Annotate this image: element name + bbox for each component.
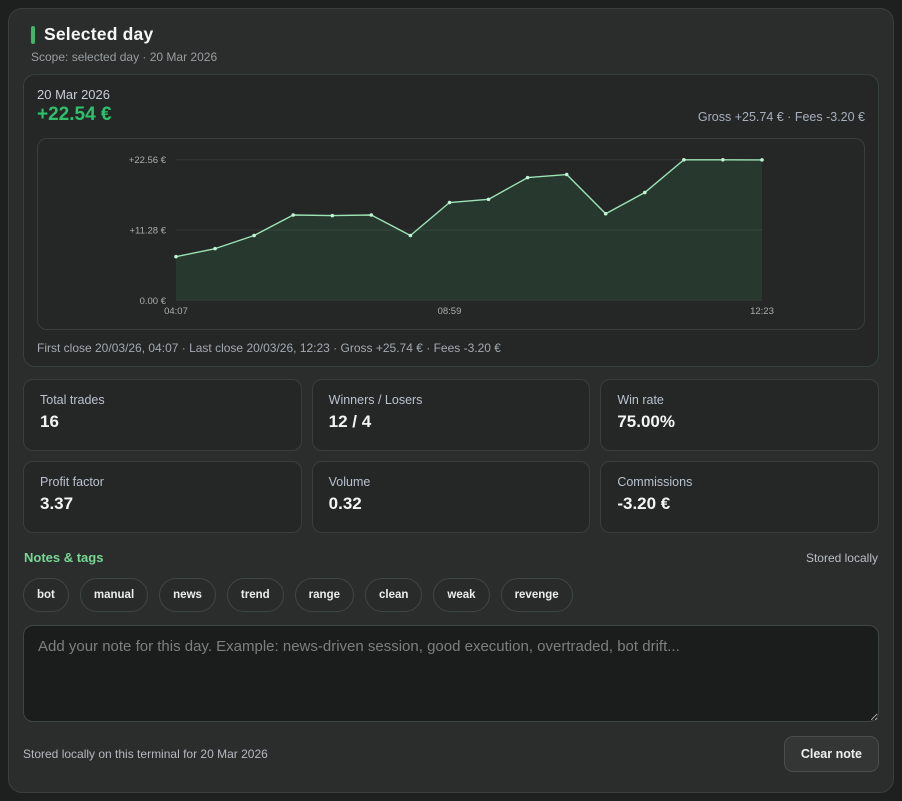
net-pnl-value: +22.54 € [37, 104, 112, 125]
x-axis-tick-label: 12:23 [750, 306, 774, 317]
y-axis-tick-label: +22.56 € [129, 155, 167, 166]
stat-card-win-rate: Win rate 75.00% [600, 379, 879, 451]
selected-day-panel: Selected day Scope: selected day · 20 Ma… [8, 8, 894, 793]
data-point [643, 190, 647, 195]
stat-card-winners-losers: Winners / Losers 12 / 4 [311, 379, 591, 451]
x-axis-tick-label: 08:59 [438, 306, 462, 317]
page-header: Selected day [23, 24, 879, 45]
stat-card-profit-factor: Profit factor 3.37 [23, 461, 302, 533]
stat-label: Win rate [617, 393, 664, 407]
tag-chip-revenge[interactable]: revenge [500, 578, 573, 612]
data-point [252, 233, 256, 238]
data-point [564, 172, 569, 177]
data-point [525, 175, 530, 180]
stat-value: 12 / 4 [328, 412, 372, 431]
stored-locally-footer: Stored locally on this terminal for 20 M… [23, 747, 268, 761]
data-point [682, 158, 686, 162]
tag-chip-news[interactable]: news [159, 578, 216, 612]
clear-note-button[interactable]: Clear note [783, 736, 879, 772]
header-accent-bar [31, 25, 35, 44]
notes-section-title: Notes & tags [24, 550, 104, 565]
stat-label: Commissions [617, 475, 693, 489]
stored-locally-badge: Stored locally [805, 551, 878, 565]
data-point [330, 213, 335, 218]
x-axis-tick-label: 04:07 [164, 306, 188, 317]
stat-value: 16 [40, 412, 59, 431]
pnl-card-footer: First close 20/03/26, 04:07 · Last close… [37, 341, 501, 355]
pnl-area-fill [176, 159, 762, 301]
gross-fees-summary: Gross +25.74 € · Fees -3.20 € [697, 110, 865, 124]
stat-label: Winners / Losers [328, 393, 423, 407]
equity-curve-svg: 0.00 € +11.28 € +22.56 € 04:07 08:59 12:23 [129, 155, 774, 317]
selected-date-label: 20 Mar 2026 [37, 87, 110, 102]
tag-chip-bot[interactable]: bot [23, 578, 69, 612]
data-point [447, 200, 452, 205]
pnl-card-header: 20 Mar 2026 +22.54 € Gross +25.74 € · Fe… [37, 87, 865, 126]
day-note-input[interactable] [23, 625, 879, 722]
stat-card-total-trades: Total trades 16 [23, 379, 302, 451]
data-point [760, 158, 764, 162]
tag-chip-clean[interactable]: clean [365, 578, 423, 612]
pnl-line [175, 159, 763, 258]
tag-chip-row: bot manual news trend range clean weak r… [23, 578, 879, 612]
y-axis-tick-label: 0.00 € [140, 296, 167, 307]
data-point [408, 233, 413, 238]
stat-value: 3.37 [40, 494, 74, 513]
stat-card-volume: Volume 0.32 [311, 461, 591, 533]
data-point [174, 254, 178, 259]
page-title: Selected day [44, 24, 154, 44]
stat-value: 75.00% [617, 412, 675, 431]
scope-subtitle: Scope: selected day · 20 Mar 2026 [31, 50, 218, 64]
notes-footer-row: Stored locally on this terminal for 20 M… [23, 736, 879, 772]
equity-curve-chart: 0.00 € +11.28 € +22.56 € 04:07 08:59 12:23 [37, 138, 865, 330]
stat-card-commissions: Commissions -3.20 € [600, 461, 879, 533]
tag-chip-weak[interactable]: weak [433, 578, 490, 612]
pnl-card-left: 20 Mar 2026 +22.54 € [37, 87, 112, 126]
tag-chip-range[interactable]: range [294, 578, 354, 612]
stat-label: Profit factor [40, 475, 104, 489]
stat-label: Total trades [40, 393, 105, 407]
tag-chip-trend[interactable]: trend [226, 578, 284, 612]
data-point [486, 197, 491, 202]
notes-header-row: Notes & tags Stored locally [23, 550, 879, 565]
stat-label: Volume [328, 475, 371, 489]
data-point [721, 158, 725, 162]
data-point [603, 211, 608, 216]
stats-grid: Total trades 16 Winners / Losers 12 / 4 … [23, 379, 879, 533]
data-point [213, 246, 217, 251]
data-point [369, 213, 374, 217]
y-axis-tick-label: +11.28 € [129, 226, 166, 237]
stat-value: 0.32 [328, 494, 362, 513]
data-point [291, 213, 295, 217]
tag-chip-manual[interactable]: manual [79, 578, 149, 612]
stat-value: -3.20 € [617, 494, 671, 513]
daily-pnl-card: 20 Mar 2026 +22.54 € Gross +25.74 € · Fe… [23, 74, 879, 367]
